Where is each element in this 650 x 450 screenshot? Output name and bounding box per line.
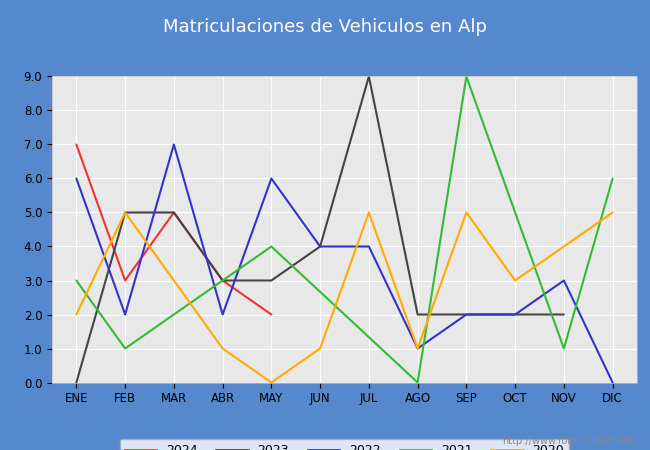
Legend: 2024, 2023, 2022, 2021, 2020: 2024, 2023, 2022, 2021, 2020 xyxy=(120,439,569,450)
Text: http://www.foro-ciudad.com: http://www.foro-ciudad.com xyxy=(502,436,637,446)
Text: Matriculaciones de Vehiculos en Alp: Matriculaciones de Vehiculos en Alp xyxy=(163,18,487,36)
